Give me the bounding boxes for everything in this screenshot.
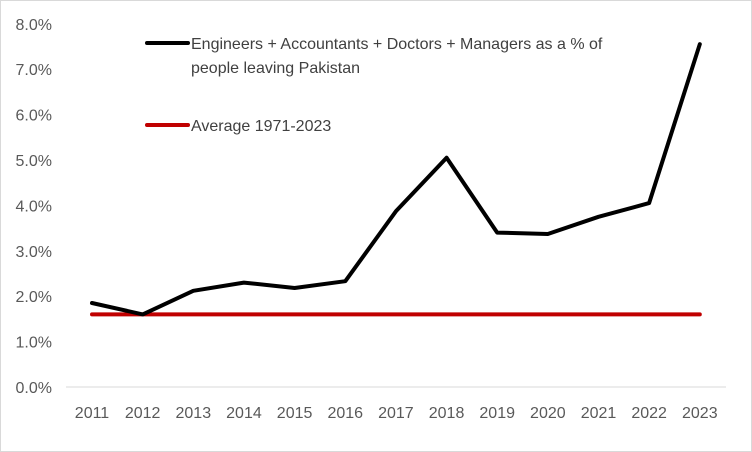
y-tick-label: 6.0% — [16, 108, 52, 125]
legend: Engineers + Accountants + Doctors + Mana… — [145, 36, 603, 135]
y-tick-label: 8.0% — [16, 17, 52, 34]
y-tick-label: 0.0% — [16, 380, 52, 397]
y-tick-label: 1.0% — [16, 335, 52, 352]
legend-label-average: Average 1971-2023 — [191, 118, 331, 135]
x-axis-tick-labels: 2011 2012 2013 2014 2015 2016 2017 2018 2019 2020… — [75, 405, 718, 422]
legend-label-professionals: Engineers + Accountants + Doctors + Mana… — [191, 36, 603, 53]
y-tick-label: 7.0% — [16, 62, 52, 79]
x-tick-label: 2018 — [429, 405, 465, 422]
x-tick-label: 2023 — [682, 405, 718, 422]
x-tick-label: 2022 — [631, 405, 667, 422]
series-lines — [90, 42, 702, 317]
x-tick-label: 2011 — [75, 405, 110, 422]
y-axis-tick-labels: 0.0% 1.0% 2.0% 3.0% 4.0% 5.0% 6.0% 7.0% 8.0% — [16, 17, 52, 397]
x-tick-label: 2012 — [125, 405, 161, 422]
x-tick-label: 2015 — [277, 405, 313, 422]
professionals-share-line — [90, 42, 702, 317]
x-tick-label: 2016 — [327, 405, 363, 422]
x-tick-label: 2014 — [226, 405, 262, 422]
x-tick-label: 2020 — [530, 405, 566, 422]
x-tick-label: 2019 — [479, 405, 515, 422]
y-tick-label: 2.0% — [16, 289, 52, 306]
x-tick-label: 2013 — [176, 405, 212, 422]
y-tick-label: 4.0% — [16, 198, 52, 215]
x-tick-label: 2021 — [581, 405, 617, 422]
y-tick-label: 3.0% — [16, 244, 52, 261]
legend-label-professionals: people leaving Pakistan — [191, 60, 360, 77]
y-tick-label: 5.0% — [16, 153, 52, 170]
x-tick-label: 2017 — [378, 405, 414, 422]
